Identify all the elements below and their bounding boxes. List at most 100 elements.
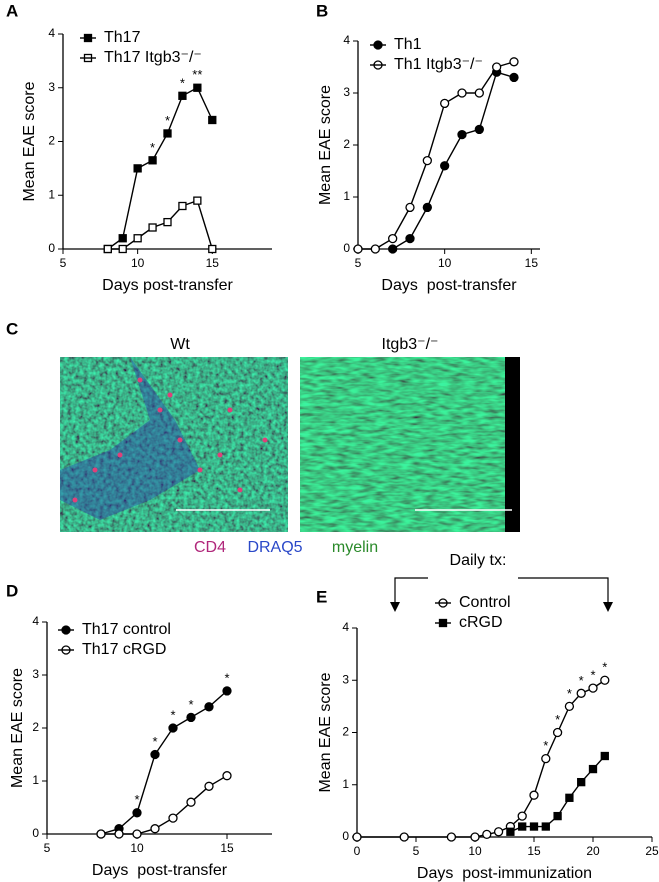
y-axis-label: Mean EAE score bbox=[317, 672, 334, 792]
data-point bbox=[517, 811, 527, 821]
significance: * bbox=[224, 670, 229, 685]
data-point bbox=[553, 811, 562, 821]
significance: * bbox=[165, 113, 170, 128]
significance: * bbox=[134, 792, 139, 807]
panel-letter: B bbox=[316, 1, 328, 20]
y-tick-label: 3 bbox=[342, 672, 349, 686]
significance: * bbox=[180, 75, 185, 90]
data-point bbox=[133, 164, 142, 173]
significance: * bbox=[150, 140, 155, 155]
y-tick-label: 2 bbox=[342, 725, 349, 739]
data-point bbox=[168, 813, 178, 823]
data-point bbox=[529, 790, 539, 800]
stain-label: myelin bbox=[332, 539, 378, 556]
significance: * bbox=[170, 707, 175, 722]
x-tick-label: 15 bbox=[525, 256, 539, 270]
y-tick-label: 0 bbox=[342, 829, 349, 843]
significance: * bbox=[567, 686, 572, 701]
x-tick-label: 10 bbox=[468, 844, 482, 858]
significance: * bbox=[152, 734, 157, 749]
x-tick-label: 5 bbox=[355, 256, 362, 270]
data-point bbox=[470, 832, 480, 842]
data-point bbox=[405, 202, 415, 213]
x-axis-label: Days post-transfer bbox=[381, 277, 517, 294]
x-tick-label: 20 bbox=[586, 844, 600, 858]
x-tick-label: 5 bbox=[44, 841, 51, 855]
y-tick-label: 0 bbox=[32, 826, 39, 840]
data-point bbox=[564, 701, 575, 712]
data-point bbox=[222, 686, 232, 696]
data-point bbox=[422, 155, 432, 166]
data-point bbox=[474, 124, 484, 135]
y-axis-label: Mean EAE score bbox=[21, 81, 38, 201]
data-point bbox=[96, 829, 106, 839]
y-tick-label: 1 bbox=[48, 187, 55, 201]
note: Daily tx: bbox=[450, 552, 507, 569]
y-tick-label: 4 bbox=[48, 26, 55, 40]
legend-label: Th17 Itgb3⁻/⁻ bbox=[104, 49, 202, 66]
y-tick-label: 4 bbox=[32, 614, 39, 628]
data-point bbox=[474, 88, 484, 98]
data-point bbox=[588, 683, 598, 693]
data-point bbox=[422, 202, 432, 213]
data-point bbox=[600, 751, 609, 761]
legend-label: cRGD bbox=[459, 614, 503, 631]
data-point bbox=[446, 832, 457, 842]
legend-label: Th1 Itgb3⁻/⁻ bbox=[394, 56, 483, 73]
significance: * bbox=[579, 673, 584, 688]
micrograph-texture bbox=[300, 357, 505, 532]
data-point bbox=[457, 129, 467, 140]
y-tick-label: 3 bbox=[343, 85, 350, 99]
x-tick-label: 15 bbox=[527, 844, 541, 858]
data-point bbox=[103, 244, 112, 254]
nuclei-region bbox=[60, 357, 200, 520]
y-tick-label: 2 bbox=[48, 134, 55, 148]
data-point bbox=[565, 793, 574, 802]
data-point bbox=[352, 832, 362, 842]
data-point bbox=[388, 244, 398, 254]
data-point bbox=[600, 675, 610, 685]
data-point bbox=[148, 156, 157, 165]
significance: * bbox=[543, 738, 548, 753]
data-point bbox=[178, 91, 187, 100]
stain-label: DRAQ5 bbox=[247, 539, 302, 556]
y-tick-label: 1 bbox=[342, 777, 349, 791]
data-point bbox=[118, 244, 127, 254]
stain-label: CD4 bbox=[194, 539, 226, 556]
data-point bbox=[577, 777, 586, 787]
legend-label: Control bbox=[459, 594, 511, 611]
data-point bbox=[186, 797, 196, 807]
y-axis-label: Mean EAE score bbox=[317, 85, 334, 205]
data-point bbox=[114, 829, 124, 839]
data-point bbox=[208, 244, 217, 254]
image-title: Itgb3⁻/⁻ bbox=[382, 336, 439, 353]
data-point bbox=[552, 727, 563, 738]
data-point bbox=[148, 223, 157, 232]
data-point bbox=[518, 822, 527, 831]
data-point bbox=[482, 829, 492, 840]
data-point bbox=[133, 234, 142, 243]
data-point bbox=[193, 83, 202, 92]
data-point bbox=[388, 233, 398, 244]
data-point bbox=[132, 829, 142, 839]
significance: * bbox=[590, 668, 595, 683]
image-title: Wt bbox=[170, 336, 190, 353]
data-point bbox=[150, 824, 160, 834]
panel-letter: D bbox=[6, 581, 18, 600]
data-point bbox=[541, 753, 551, 764]
x-tick-label: 0 bbox=[354, 844, 361, 858]
legend-label: Th17 bbox=[104, 29, 141, 46]
series-line bbox=[100, 690, 228, 835]
data-point bbox=[208, 115, 217, 125]
x-tick-label: 25 bbox=[645, 844, 659, 858]
data-point bbox=[588, 764, 598, 774]
y-axis-label: Mean EAE score bbox=[9, 668, 26, 788]
data-point bbox=[440, 161, 450, 171]
y-tick-label: 4 bbox=[342, 620, 349, 634]
micrograph-texture bbox=[60, 357, 288, 532]
data-point bbox=[178, 201, 187, 211]
x-axis-label: Days post-transfer bbox=[92, 862, 228, 879]
y-tick-label: 1 bbox=[343, 189, 350, 203]
significance: * bbox=[188, 697, 193, 712]
y-tick-label: 2 bbox=[343, 137, 350, 151]
